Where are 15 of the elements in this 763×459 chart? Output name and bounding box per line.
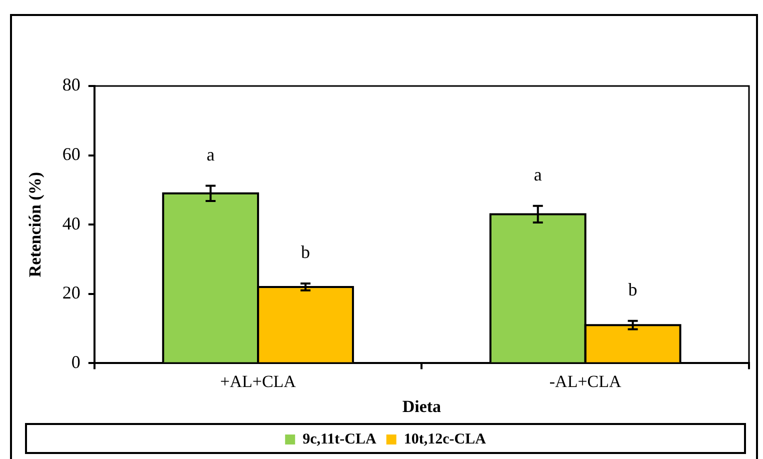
y-tick-label: 20	[62, 282, 80, 303]
x-tick-label: -AL+CLA	[549, 372, 622, 391]
x-tick-label: +AL+CLA	[220, 372, 297, 391]
y-tick-label: 60	[62, 144, 80, 164]
legend-label: 10t,12c-CLA	[404, 431, 486, 448]
y-tick-label: 80	[62, 74, 80, 95]
annotation: a	[206, 144, 215, 165]
legend-label: 9c,11t-CLA	[302, 431, 377, 448]
annotation: b	[628, 280, 638, 300]
y-tick-label: 40	[62, 213, 80, 234]
y-tick-label: 0	[71, 352, 80, 372]
x-axis-title: Dieta	[402, 397, 442, 416]
annotation: a	[534, 164, 542, 185]
y-axis-title: Retención (%)	[26, 172, 45, 278]
annotation: b	[301, 242, 310, 262]
